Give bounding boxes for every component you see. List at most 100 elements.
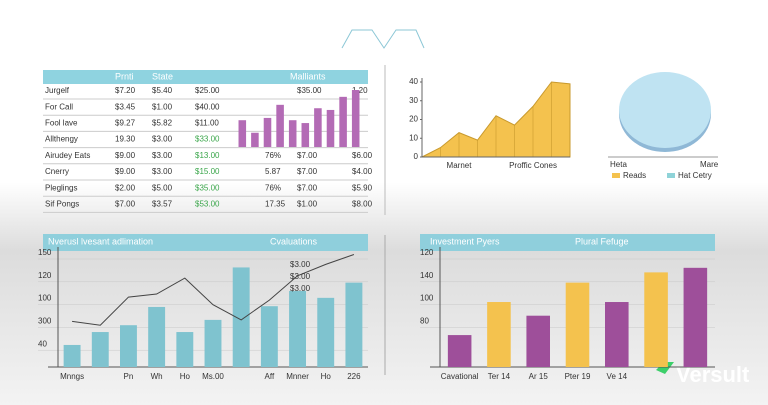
table-cell: $7.20 (115, 86, 136, 95)
table-cell: 5.87 (265, 167, 281, 176)
y-tick-label: 120 (420, 248, 434, 257)
table-cell: $5.40 (152, 86, 173, 95)
bar (176, 332, 194, 367)
table-cell: Fool lave (45, 119, 78, 128)
x-tick-label: Aff (265, 372, 275, 381)
x-tick-label: Ter 14 (488, 372, 511, 381)
top-ornament (341, 29, 425, 49)
table-cell: $40.00 (195, 102, 220, 111)
annotation: $3.00 (290, 260, 311, 269)
bar (345, 282, 363, 367)
bar (351, 90, 360, 147)
table-cell: $5.00 (152, 183, 173, 192)
table-cell: $2.00 (115, 183, 136, 192)
bar (339, 96, 347, 147)
table-cell: Allthengy (45, 135, 78, 144)
bar (251, 132, 259, 147)
annotation: $3.00 (290, 284, 311, 293)
column-header: Malliants (290, 71, 326, 81)
y-tick-label: 30 (409, 96, 418, 105)
bar (263, 117, 272, 147)
line (72, 254, 355, 326)
table-cell: $53.00 (195, 200, 220, 209)
table-cell: Pleglings (45, 183, 77, 192)
y-tick-label: 100 (420, 294, 434, 303)
table-cell: $9.27 (115, 119, 136, 128)
x-tick-label: Wh (151, 372, 163, 381)
pie-label: Heta (610, 160, 627, 169)
bar (317, 297, 335, 367)
table-cell: 76% (265, 183, 281, 192)
y-tick-label: 100 (38, 294, 52, 303)
table-cell: 19.30 (115, 135, 136, 144)
panel-subtitle: Plural Fefuge (575, 236, 629, 246)
table-cell: Jurgelf (45, 86, 70, 95)
bar (91, 332, 109, 367)
y-tick-label: 20 (409, 115, 418, 124)
bar (120, 325, 137, 367)
table-cell: 1.20 (352, 86, 368, 95)
x-tick-label: Marnet (447, 161, 473, 170)
column-header: State (152, 71, 173, 81)
table-cell: 17.35 (265, 200, 286, 209)
table-cell: $15.00 (195, 167, 220, 176)
table-cell: $5.82 (152, 119, 173, 128)
bar (326, 109, 335, 147)
y-tick-label: 150 (38, 248, 52, 257)
bar (644, 272, 668, 367)
bar (526, 315, 550, 367)
x-tick-label: Ho (321, 372, 332, 381)
bar (487, 302, 511, 367)
table-cell: $7.00 (115, 200, 136, 209)
x-tick-label: Proffic Cones (509, 161, 557, 170)
table-cell: $25.00 (195, 86, 220, 95)
bar (289, 291, 306, 367)
panel-title: Investment Pyers (430, 236, 500, 246)
panel-header (43, 234, 368, 251)
table-cell: $7.00 (297, 167, 318, 176)
x-tick-label: Ms.00 (202, 372, 224, 381)
table-cell: $3.00 (152, 167, 173, 176)
bar (314, 108, 322, 147)
bar (148, 306, 166, 367)
table-cell: $35.00 (195, 183, 220, 192)
bar (565, 282, 590, 367)
table-header (43, 70, 368, 84)
table-cell: $1.00 (297, 200, 318, 209)
bar (605, 302, 629, 367)
legend-swatch (612, 173, 620, 178)
y-tick-label: 40 (38, 339, 47, 348)
x-tick-label: Ar 15 (529, 372, 549, 381)
x-tick-label: 226 (347, 372, 361, 381)
table-cell: $7.00 (297, 183, 318, 192)
bar (447, 335, 472, 367)
y-tick-label: 40 (409, 77, 418, 86)
x-tick-label: Pter 19 (565, 372, 591, 381)
table-cell: $8.00 (352, 200, 373, 209)
pie-label: Mare (700, 160, 719, 169)
table-cell: 76% (265, 151, 281, 160)
bar (204, 319, 222, 367)
table-cell: $6.00 (352, 151, 373, 160)
panel-subtitle: Cvaluations (270, 236, 318, 246)
table-cell: $3.00 (152, 151, 173, 160)
x-tick-label: Ho (180, 372, 191, 381)
table-cell: For Call (45, 102, 73, 111)
legend-label: Reads (623, 171, 646, 180)
table-cell: Cnerry (45, 167, 69, 176)
panel-title: Nverusl lvesant adlimation (48, 236, 153, 246)
bar (260, 306, 278, 367)
panel-header (420, 234, 715, 251)
table-cell: $7.00 (297, 151, 318, 160)
table-cell: $33.00 (195, 135, 220, 144)
y-tick-label: 300 (38, 317, 52, 326)
table-cell: Airudey Eats (45, 151, 90, 160)
y-tick-label: 140 (420, 271, 434, 280)
bar (232, 267, 250, 367)
table-cell: $35.00 (297, 86, 322, 95)
legend-label: Hat Cetry (678, 171, 712, 180)
x-tick-label: Mnngs (60, 372, 84, 381)
bar (301, 123, 310, 147)
table-cell: $5.90 (352, 183, 373, 192)
